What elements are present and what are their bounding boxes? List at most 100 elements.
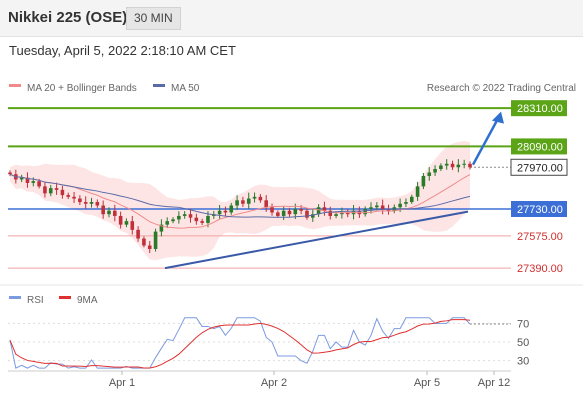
ma20-line — [9, 173, 471, 229]
level-tag-27390.00: 27390.00 — [511, 260, 567, 277]
x-tick-label: Apr 2 — [261, 377, 287, 389]
candle — [252, 192, 257, 203]
candle-body — [264, 200, 269, 208]
candle — [345, 209, 350, 218]
projection-arrow — [471, 118, 500, 166]
candle — [328, 206, 333, 220]
x-tick-apr-12: Apr 12 — [478, 371, 510, 389]
candle-body — [468, 163, 472, 168]
candle-body — [25, 177, 30, 183]
ma20-legend-swatch — [9, 84, 21, 87]
candle-body — [456, 164, 461, 168]
candle-body — [48, 188, 53, 194]
candle — [136, 226, 140, 242]
level-tag-label: 27575.00 — [517, 231, 563, 243]
candle-body — [60, 189, 65, 196]
candle — [433, 165, 437, 176]
candle-body — [316, 207, 321, 215]
candle — [363, 206, 367, 217]
candle — [113, 204, 117, 222]
candle-body — [235, 200, 239, 206]
candle-body — [305, 210, 309, 218]
candle — [124, 218, 129, 228]
level-tag-box — [510, 158, 568, 176]
projection-arrow-head — [492, 111, 504, 124]
candle — [60, 185, 65, 199]
candle-body — [369, 207, 373, 209]
candle-body — [293, 208, 298, 215]
candle — [159, 219, 164, 237]
candle-body — [223, 210, 228, 213]
level-tag-label: 27970.00 — [517, 162, 563, 174]
candle — [66, 192, 71, 200]
candle-body — [299, 208, 303, 211]
candle-body — [287, 210, 292, 215]
candle-body — [142, 238, 146, 246]
candle-body — [165, 221, 170, 225]
candle-body — [159, 224, 164, 232]
candle — [147, 240, 152, 254]
candle — [118, 211, 123, 229]
candle — [78, 195, 82, 206]
rsi-ma-line — [9, 319, 471, 369]
x-tick-apr-5: Apr 5 — [414, 371, 440, 389]
candle — [258, 194, 263, 203]
candle — [439, 163, 443, 172]
candle — [165, 217, 170, 229]
candle — [217, 204, 222, 220]
timeframe-button[interactable]: 30 MIN — [126, 7, 181, 30]
level-tag-box — [511, 100, 567, 117]
candle-body — [345, 212, 350, 215]
x-tick-apr-1: Apr 1 — [109, 371, 135, 389]
level-tag-label: 28090.00 — [517, 141, 563, 153]
candle — [462, 159, 466, 169]
candle — [188, 208, 193, 223]
candle — [287, 207, 292, 217]
candle-body — [415, 186, 420, 197]
candle — [241, 196, 245, 207]
candle — [421, 173, 426, 190]
candle-body — [398, 203, 402, 208]
candle-body — [101, 205, 105, 215]
candle-body — [37, 181, 41, 187]
candle-body — [171, 219, 175, 222]
candle-body — [270, 207, 274, 213]
level-tag-27970.00: 27970.00 — [510, 158, 568, 176]
candle-body — [43, 186, 47, 194]
credit-label: Research © 2022 Trading Central — [427, 83, 576, 94]
candle-body — [246, 198, 251, 204]
candle-body — [450, 163, 455, 168]
candle — [427, 167, 432, 181]
candle — [19, 174, 24, 183]
candle — [130, 215, 135, 235]
candle — [72, 191, 76, 203]
candle — [235, 195, 239, 211]
level-tag-28090.00: 28090.00 — [511, 138, 567, 155]
candle-body — [433, 169, 437, 173]
candle-body — [276, 212, 280, 216]
candle — [316, 204, 321, 218]
candle-body — [153, 231, 158, 249]
candle-body — [427, 172, 432, 176]
candle-body — [421, 175, 426, 187]
candle — [276, 210, 280, 218]
candle-body — [19, 177, 24, 180]
candle — [322, 201, 327, 216]
candle-body — [54, 188, 59, 190]
ma50-legend-swatch — [153, 84, 165, 87]
candle-body — [258, 196, 263, 201]
x-tick-label: Apr 12 — [478, 377, 510, 389]
candle — [54, 182, 59, 195]
level-tag-box — [511, 138, 567, 155]
candle — [310, 209, 315, 222]
candle — [48, 185, 53, 197]
candle-body — [375, 205, 379, 208]
candle — [107, 207, 111, 218]
candle-body — [281, 210, 286, 216]
candle-body — [118, 215, 123, 225]
bollinger-band — [10, 141, 470, 261]
support-trendline — [164, 210, 469, 270]
x-tick-label: Apr 5 — [414, 377, 440, 389]
level-tag-box — [511, 227, 567, 244]
ma50-legend-label: MA 50 — [171, 83, 200, 94]
